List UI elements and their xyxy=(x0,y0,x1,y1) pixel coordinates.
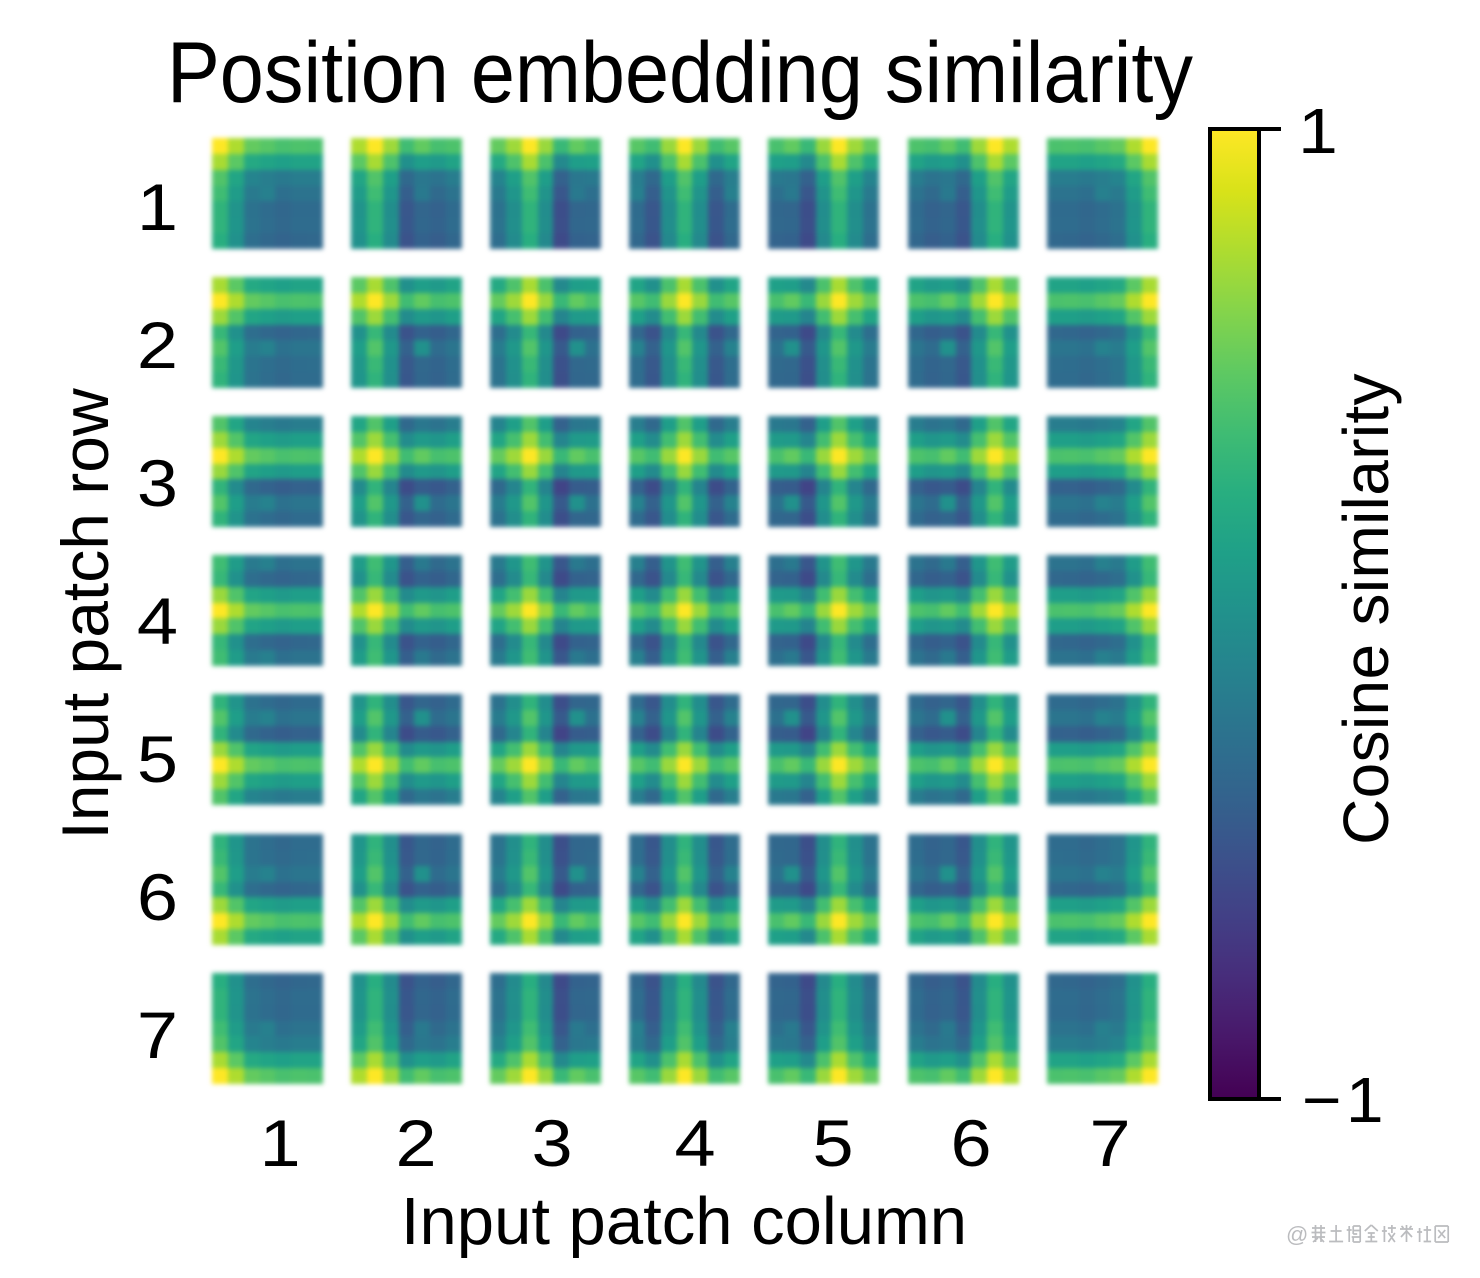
svg-text:@: @ xyxy=(1286,1222,1308,1247)
